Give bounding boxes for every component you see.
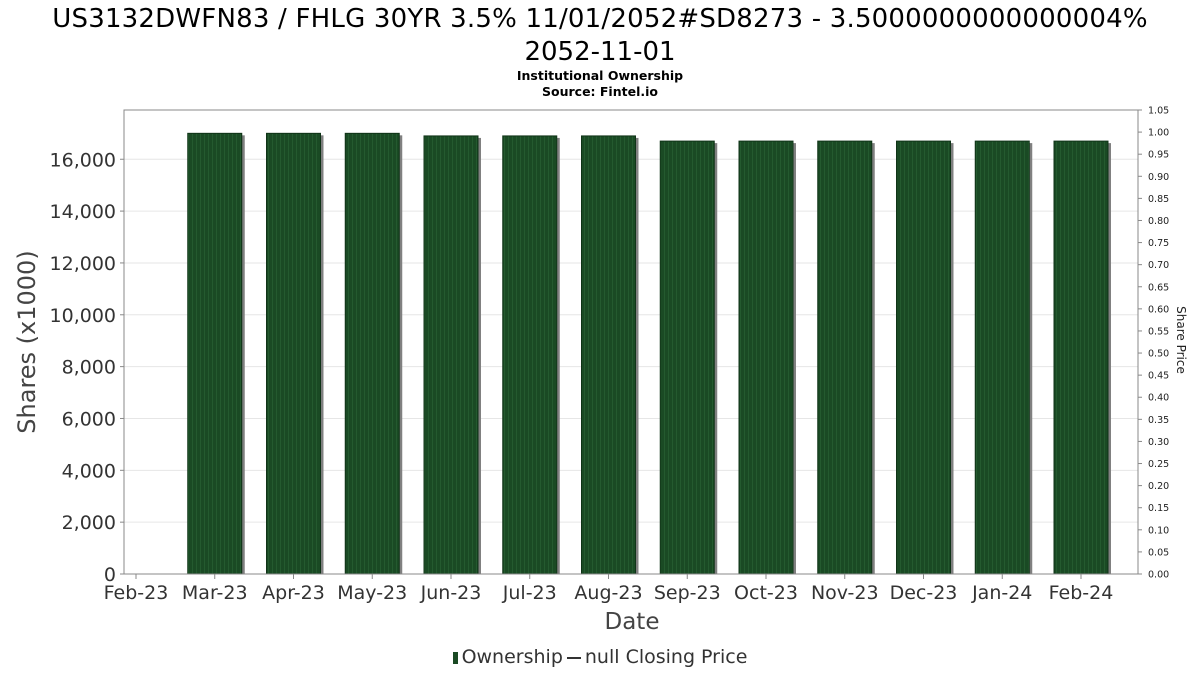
y2-tick-label: 0.95 xyxy=(1148,150,1169,161)
x-axis-label: Date xyxy=(605,609,660,635)
y2-tick-label: 0.40 xyxy=(1148,393,1169,404)
x-tick-label: Apr-23 xyxy=(262,582,325,604)
y2-tick-label: 0.55 xyxy=(1148,326,1169,337)
ownership-bar xyxy=(502,135,558,575)
y-tick-label: 6,000 xyxy=(62,408,116,430)
y-axis-ticks: 0 2,000 4,000 6,000 8,000 10,000 12,000 14,000 1… xyxy=(50,149,124,586)
legend-ownership-swatch xyxy=(452,651,458,664)
y2-axis-ticks: 0.00 0.05 0.10 0.15 0.20 0.25 0.30 0.35 0.40 0.45… xyxy=(1138,106,1169,581)
y2-tick-label: 0.60 xyxy=(1148,304,1169,315)
y2-tick-label: 0.15 xyxy=(1148,503,1169,514)
legend-price-label: null Closing Price xyxy=(584,646,748,668)
y-tick-label: 4,000 xyxy=(62,460,116,482)
y-tick-label: 14,000 xyxy=(50,201,116,223)
y2-tick-label: 0.20 xyxy=(1148,481,1169,492)
chart-source: Source: Fintel.io xyxy=(542,84,658,99)
x-tick-label: Mar-23 xyxy=(182,582,248,604)
ownership-bar xyxy=(738,140,794,575)
y2-tick-label: 0.10 xyxy=(1148,525,1169,536)
ownership-bar xyxy=(974,140,1030,575)
chart-subtitle: Institutional Ownership xyxy=(516,68,684,83)
y2-tick-label: 0.80 xyxy=(1148,216,1169,227)
y2-tick-label: 0.35 xyxy=(1148,415,1169,426)
y2-tick-label: 0.75 xyxy=(1148,238,1169,249)
x-tick-label: Sep-23 xyxy=(654,582,721,604)
bars xyxy=(187,132,1111,575)
y2-axis-label: Share Price xyxy=(1174,306,1188,374)
y2-tick-label: 0.30 xyxy=(1148,437,1169,448)
ownership-bar xyxy=(266,132,321,575)
ownership-bar xyxy=(423,135,479,575)
x-tick-label: May-23 xyxy=(337,582,407,604)
ownership-bar xyxy=(896,140,951,575)
chart-title-line2: 2052-11-01 xyxy=(524,37,676,67)
y2-tick-label: 0.45 xyxy=(1148,371,1169,382)
y-tick-label: 12,000 xyxy=(50,253,116,275)
y-tick-label: 10,000 xyxy=(50,305,116,327)
y2-tick-label: 0.00 xyxy=(1148,570,1169,581)
x-tick-label: Jun-23 xyxy=(420,582,482,604)
x-tick-label: Jul-23 xyxy=(502,582,557,604)
legend-ownership-label: Ownership xyxy=(461,646,563,668)
y2-tick-label: 1.05 xyxy=(1148,106,1169,117)
y2-tick-label: 0.90 xyxy=(1148,172,1169,183)
ownership-bar xyxy=(1053,140,1109,575)
x-tick-label: Nov-23 xyxy=(811,582,879,604)
y2-tick-label: 0.85 xyxy=(1148,194,1169,205)
ownership-bar xyxy=(187,132,243,575)
y-axis-label: Shares (x1000) xyxy=(13,250,41,433)
title-block: US3132DWFN83 / FHLG 30YR 3.5% 11/01/2052… xyxy=(0,0,1200,100)
x-tick-label: Dec-23 xyxy=(890,582,958,604)
y2-tick-label: 0.65 xyxy=(1148,282,1169,293)
y2-tick-label: 1.00 xyxy=(1148,128,1169,139)
y-tick-label: 16,000 xyxy=(50,149,116,171)
ownership-bar xyxy=(659,140,715,575)
x-tick-label: Jan-24 xyxy=(971,582,1032,604)
x-tick-label: Feb-24 xyxy=(1049,582,1114,604)
x-tick-label: Feb-23 xyxy=(104,582,169,604)
legend: Ownership null Closing Price xyxy=(0,646,1200,668)
y2-tick-label: 0.25 xyxy=(1148,459,1169,470)
ownership-bar xyxy=(817,140,873,575)
plot-frame xyxy=(123,109,1139,575)
x-tick-label: Aug-23 xyxy=(574,582,642,604)
y2-tick-label: 0.05 xyxy=(1148,547,1169,558)
y2-tick-label: 0.70 xyxy=(1148,260,1169,271)
ownership-bar xyxy=(344,132,400,575)
legend-price-line xyxy=(566,656,581,659)
ownership-chart: 0 2,000 4,000 6,000 8,000 10,000 12,000 14,000 1… xyxy=(13,106,1188,636)
chart-title-line1: US3132DWFN83 / FHLG 30YR 3.5% 11/01/2052… xyxy=(52,4,1148,34)
y-tick-label: 8,000 xyxy=(62,357,116,379)
axes xyxy=(123,109,1139,575)
y2-tick-label: 0.50 xyxy=(1148,349,1169,360)
ownership-bar xyxy=(581,135,636,575)
x-axis-ticks: Feb-23 Mar-23 Apr-23 May-23 Jun-23 Jul-23 Aug-… xyxy=(104,574,1114,604)
y-tick-label: 2,000 xyxy=(62,512,116,534)
x-tick-label: Oct-23 xyxy=(734,582,798,604)
y-tick-label: 0 xyxy=(104,564,116,586)
